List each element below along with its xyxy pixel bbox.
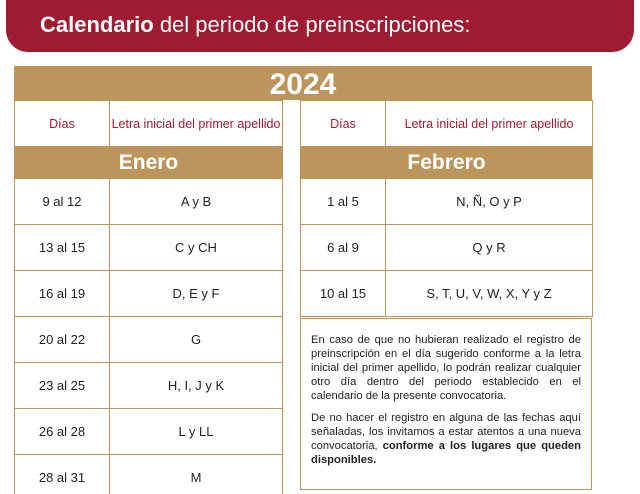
letters-cell: D, E y F [109, 270, 283, 317]
note-paragraph-2: De no hacer el registro en alguna de las… [311, 411, 581, 467]
letters-cell: S, T, U, V, W, X, Y y Z [385, 270, 593, 317]
days-cell: 20 al 22 [14, 316, 110, 363]
year-header: 2024 [14, 66, 592, 101]
month-label-january: Enero [14, 146, 283, 179]
table-row: 28 al 31 M [14, 454, 283, 494]
letter-column-header: Letra inicial del primer apellido [385, 100, 593, 147]
month-label-february: Febrero [300, 146, 593, 179]
table-row: 23 al 25 H, I, J y K [14, 362, 283, 409]
days-cell: 6 al 9 [300, 224, 386, 271]
days-cell: 23 al 25 [14, 362, 110, 409]
letters-cell: G [109, 316, 283, 363]
january-table: Días Letra inicial del primer apellido E… [14, 100, 283, 494]
table-row: 10 al 15 S, T, U, V, W, X, Y y Z [300, 270, 593, 317]
table-row: 20 al 22 G [14, 316, 283, 363]
days-column-header: Días [300, 100, 386, 147]
letter-column-header: Letra inicial del primer apellido [109, 100, 283, 147]
february-table: Días Letra inicial del primer apellido F… [300, 100, 593, 317]
table-row: 6 al 9 Q y R [300, 224, 593, 271]
february-header-row: Días Letra inicial del primer apellido [300, 100, 593, 147]
table-row: 16 al 19 D, E y F [14, 270, 283, 317]
page-title-rest: del periodo de preinscripciones: [153, 12, 471, 37]
page-title: Calendario del periodo de preinscripcion… [40, 12, 470, 38]
table-row: 26 al 28 L y LL [14, 408, 283, 455]
registration-note: En caso de que no hubieran realizado el … [300, 318, 592, 490]
note-paragraph-1: En caso de que no hubieran realizado el … [311, 334, 581, 402]
january-month-row: Enero [14, 146, 283, 179]
letters-cell: M [109, 454, 283, 494]
days-cell: 9 al 12 [14, 178, 110, 225]
days-column-header: Días [14, 100, 110, 147]
page-title-bold: Calendario [40, 12, 154, 37]
table-row: 1 al 5 N, Ñ, O y P [300, 178, 593, 225]
letters-cell: N, Ñ, O y P [385, 178, 593, 225]
table-row: 9 al 12 A y B [14, 178, 283, 225]
days-cell: 16 al 19 [14, 270, 110, 317]
letters-cell: C y CH [109, 224, 283, 271]
days-cell: 28 al 31 [14, 454, 110, 494]
letters-cell: A y B [109, 178, 283, 225]
days-cell: 13 al 15 [14, 224, 110, 271]
letters-cell: H, I, J y K [109, 362, 283, 409]
january-header-row: Días Letra inicial del primer apellido [14, 100, 283, 147]
letters-cell: L y LL [109, 408, 283, 455]
february-month-row: Febrero [300, 146, 593, 179]
letters-cell: Q y R [385, 224, 593, 271]
title-banner: Calendario del periodo de preinscripcion… [6, 0, 634, 52]
note-paragraph-2-emphasis: conforme a los lugares que queden dispon… [311, 440, 581, 466]
days-cell: 10 al 15 [300, 270, 386, 317]
note-paragraph-2-text: De no hacer el registro en alguna de las… [311, 412, 581, 452]
days-cell: 26 al 28 [14, 408, 110, 455]
table-row: 13 al 15 C y CH [14, 224, 283, 271]
days-cell: 1 al 5 [300, 178, 386, 225]
